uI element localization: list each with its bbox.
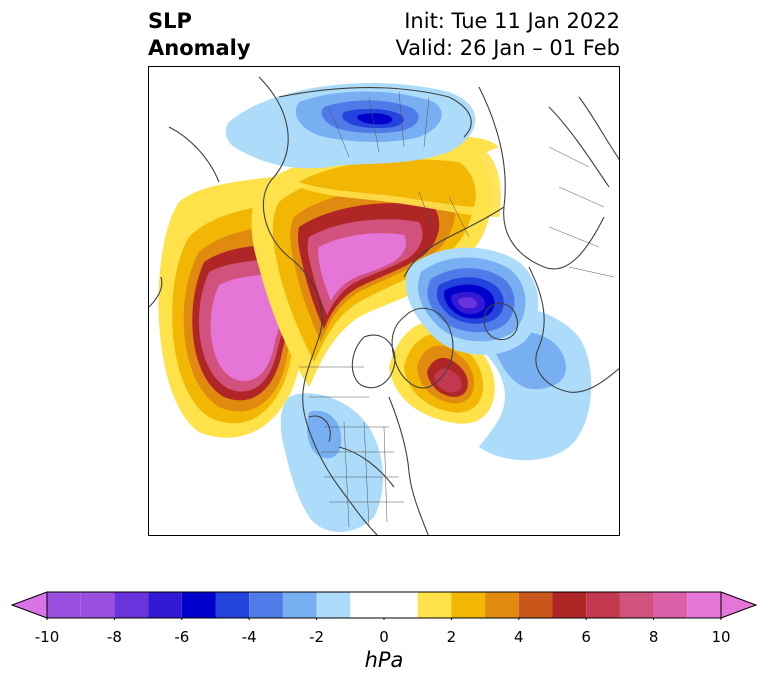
valid-range: Valid: 26 Jan – 01 Feb [395,36,620,60]
colorbar-unit: hPa [364,648,404,672]
colorbar-bin [653,592,688,618]
colorbar-bin [586,592,620,618]
colorbar-tick-label: 4 [514,628,524,646]
anomaly-arctic-high [251,148,493,387]
colorbar-bin [80,592,115,618]
colorbar-tick-label: 10 [711,628,731,646]
colorbar-tick-label: -6 [174,628,190,646]
colorbar-tick-label: 2 [446,628,457,646]
colorbar-tick-label: 6 [581,628,591,646]
colorbar-bin [249,592,283,618]
colorbar-tick-label: -4 [241,628,257,646]
anomaly-barents-low [225,83,476,169]
title-field-type: Anomaly [148,36,251,60]
coastlines [149,76,619,535]
anomaly-western-us-low [280,393,384,532]
colorbar-tick-label: -2 [309,628,325,646]
colorbar-bin [350,592,418,618]
colorbar-bin [215,592,250,618]
anomaly-map [149,76,619,535]
colorbar-bin [114,592,149,618]
colorbar-extend-low [10,591,48,619]
colorbar-bin [518,592,553,618]
map-panel [148,66,620,536]
colorbar [10,591,758,620]
colorbar-bin [485,592,519,618]
colorbar-extend-high [720,591,758,619]
colorbar-tick-label: 8 [648,628,659,646]
colorbar-bin [47,592,81,618]
init-date: Init: Tue 11 Jan 2022 [404,9,620,33]
country-borders [299,91,615,528]
colorbar-bin [282,592,317,618]
title-variable: SLP [148,9,192,33]
colorbar-bin [552,592,587,618]
colorbar-bin [687,592,721,618]
colorbar-bin [148,592,182,618]
colorbar-tick-label: -10 [34,628,60,646]
anomaly-north-pacific-high [158,136,499,438]
colorbar-bin [316,592,351,618]
title-right: Init: Tue 11 Jan 2022 Valid: 26 Jan – 01… [395,8,620,62]
colorbar-bin [417,592,452,618]
colorbar-tick-label: -8 [106,628,122,646]
title-left: SLP Anomaly [148,8,251,62]
colorbar-bin [451,592,486,618]
colorbar-tick-label: 0 [379,628,389,646]
colorbar-bin [619,592,654,618]
colorbar-bin [181,592,216,618]
